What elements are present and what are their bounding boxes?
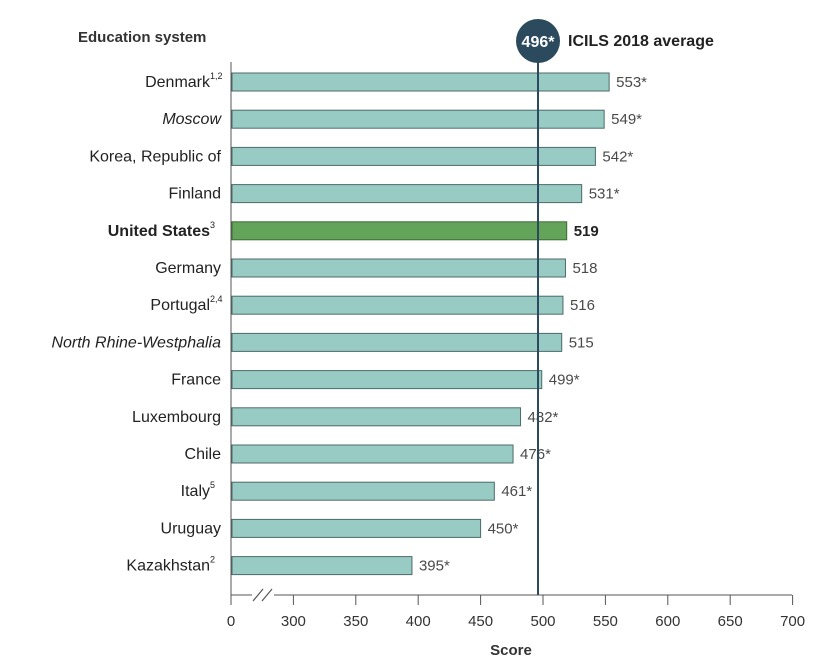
value-label: 531* (589, 186, 620, 203)
value-label: 542* (602, 148, 633, 165)
bar (231, 295, 564, 315)
category-label: United States (108, 223, 210, 240)
x-tick-label: 300 (281, 613, 306, 630)
category-label: Korea, Republic of (89, 148, 221, 165)
footnote-marker: 2,4 (210, 294, 223, 304)
category-label: Italy (181, 483, 210, 500)
x-tick-label: 650 (718, 613, 743, 630)
category-label: Luxembourg (132, 409, 221, 426)
category-label: Uruguay (161, 520, 221, 537)
category-label: Kazakhstan (126, 558, 210, 575)
bar (231, 370, 543, 390)
bar (231, 184, 583, 204)
bar (231, 258, 566, 278)
value-label: 450* (488, 520, 519, 537)
category-label: France (171, 372, 221, 389)
value-label: 519 (574, 223, 599, 240)
footnote-marker: 3 (210, 220, 215, 230)
footnote-marker: 1,2 (210, 71, 223, 81)
bar (231, 72, 610, 92)
bar (231, 109, 605, 129)
bar (231, 481, 495, 501)
bar (231, 407, 522, 427)
category-label: Finland (169, 186, 221, 203)
value-label: 515 (569, 334, 594, 351)
bars-layer: Denmark 1,2 553* Moscow 549* Korea, Republic … (51, 71, 647, 576)
x-tick-label: 350 (343, 613, 368, 630)
footnote-marker: 5 (210, 480, 215, 490)
category-label: Portugal (150, 297, 210, 314)
average-badge-value: 496* (522, 34, 556, 51)
value-label: 499* (549, 372, 580, 389)
x-tick-label: 400 (406, 613, 431, 630)
value-label: 476* (520, 446, 551, 463)
value-label: 461* (501, 483, 532, 500)
x-axis-title: Score (490, 642, 532, 659)
bar (231, 518, 482, 538)
bar (231, 332, 563, 352)
value-label: 516 (570, 297, 595, 314)
value-label: 549* (611, 111, 642, 128)
value-label: 482* (528, 409, 559, 426)
x-tick-label: 700 (780, 613, 805, 630)
category-label: Germany (155, 260, 221, 277)
x-tick-label: 450 (468, 613, 493, 630)
education-system-header: Education system (78, 29, 206, 46)
value-label: 395* (419, 558, 450, 575)
average-badge (516, 19, 561, 63)
bar (231, 556, 413, 576)
reference-layer: 496* ICILS 2018 average (516, 19, 714, 595)
bar (231, 444, 514, 464)
x-tick-label: 600 (655, 613, 680, 630)
category-label: Chile (185, 446, 222, 463)
bar (231, 221, 568, 241)
value-label: 553* (616, 74, 647, 91)
footnote-marker: 2 (210, 555, 215, 565)
value-label: 518 (572, 260, 597, 277)
category-label: Moscow (162, 111, 222, 128)
x-tick-label: 500 (530, 613, 555, 630)
category-label: Denmark (145, 74, 211, 91)
x-tick-label: 0 (227, 613, 235, 630)
bar (231, 146, 596, 166)
axis-break-icon (252, 588, 274, 602)
x-axis: 0 300 350 400 450 500 550 600 650 700 (227, 62, 805, 630)
x-tick-label: 550 (593, 613, 618, 630)
average-label: ICILS 2018 average (568, 33, 714, 50)
category-label: North Rhine-Westphalia (51, 334, 221, 351)
